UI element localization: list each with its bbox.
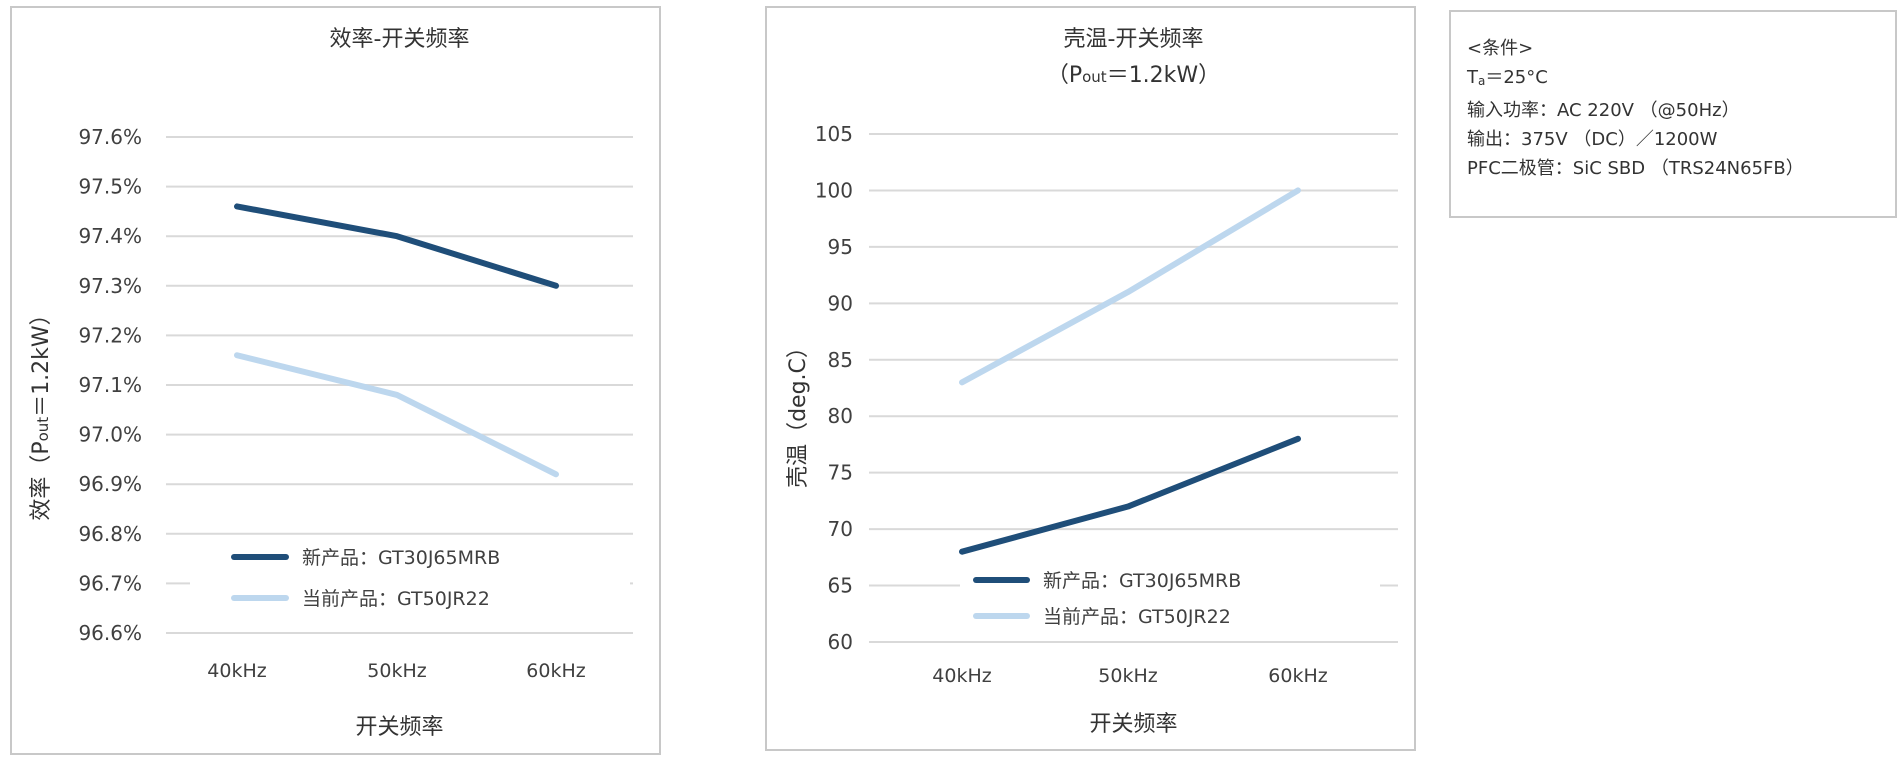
y-tick-label: 97.2% [78,323,142,347]
y-tick-label: 97.6% [78,125,142,149]
y-tick-label: 97.1% [78,373,142,397]
y-tick-label: 65 [828,574,853,598]
y-tick-label: 97.5% [78,175,142,199]
chart-title-part: 效率-开关频率 [330,27,470,52]
y-tick-label: 105 [815,122,853,146]
y-tick-label: 85 [828,348,853,372]
y-tick-label: 96.7% [78,571,142,595]
y-tick-label: 96.9% [78,472,142,496]
x-tick-label: 40kHz [207,660,266,682]
series-line [234,203,559,289]
y-tick-label: 100 [815,178,853,202]
legend-label: 新产品：GT30J65MRB [302,547,500,569]
y-tick-label: 97.3% [78,274,142,298]
chart-title: 壳温-开关频率 [1064,27,1204,52]
chart-title-part: （P [1047,63,1082,88]
chart-1: 效率-开关频率 96.6% 96.7% 96.8% 96.9% 97.0% 97.1% 97.… [29,27,633,740]
x-axis-title: 开关频率 [355,715,443,740]
y-tick-label: 97.0% [78,423,142,447]
legend-label: 当前产品：GT50JR22 [1043,606,1231,628]
x-tick-label: 50kHz [1098,665,1157,687]
series-line [234,352,559,478]
y-tick-label: 96.6% [78,621,142,645]
y-tick-label: 80 [828,404,853,428]
y-axis-title-part: 效率（P [29,441,54,520]
y-axis-title: 效率（Pout＝1.2kW） [29,303,54,520]
y-axis-title-part: ＝1.2kW） [29,303,54,416]
x-tick-label: 60kHz [1268,665,1327,687]
y-tick-label: 90 [828,291,853,315]
x-tick-label: 50kHz [367,660,426,682]
y-tick-label: 75 [828,461,853,485]
conditions-input: 输入功率：AC 220V （@50Hz） [1467,100,1740,121]
y-tick-label: 70 [828,517,853,541]
chart-title-part: out [1082,68,1107,86]
y-axis-title-part: out [34,417,52,442]
chart-title: （Pout＝1.2kW） [1047,63,1220,88]
conditions-heading: <条件> [1467,38,1534,59]
y-axis-title: 壳温（deg.C） [786,336,811,488]
chart-2: 壳温-开关频率 （Pout＝1.2kW） 60 65 70 75 80 85 90 95 100 10… [786,27,1398,737]
series-line [959,435,1301,555]
y-tick-label: 60 [828,630,853,654]
conditions-diode: PFC二极管：SiC SBD （TRS24N65FB） [1467,158,1804,179]
legend-background [960,565,1380,630]
conditions-box: <条件> Ta＝25°C 输入功率：AC 220V （@50Hz） 输出：375… [1449,10,1897,218]
conditions-ta: Ta＝25°C [1467,67,1548,88]
legend-label: 当前产品：GT50JR22 [302,588,490,610]
chart-title-part: ＝1.2kW） [1107,63,1220,88]
y-tick-label: 96.8% [78,522,142,546]
y-tick-label: 95 [828,235,853,259]
y-axis-title-part: 壳温（deg.C） [786,336,811,488]
series-line [959,187,1301,386]
conditions-output: 输出：375V （DC）／1200W [1467,129,1718,150]
chart-title: 效率-开关频率 [330,27,470,52]
x-tick-label: 40kHz [932,665,991,687]
x-tick-label: 60kHz [526,660,585,682]
x-axis-title: 开关频率 [1089,712,1177,737]
chart-title-part: 壳温-开关频率 [1064,27,1204,52]
y-tick-label: 97.4% [78,224,142,248]
legend-label: 新产品：GT30J65MRB [1043,570,1241,592]
